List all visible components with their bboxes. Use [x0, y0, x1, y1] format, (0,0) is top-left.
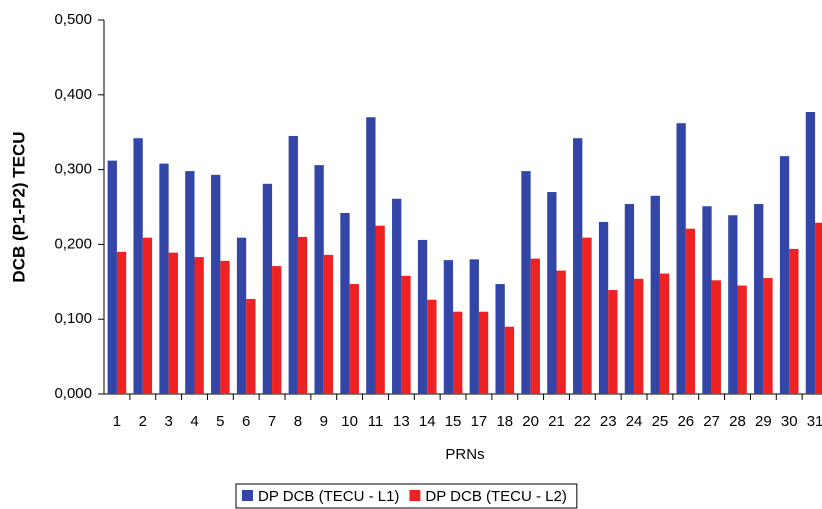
x-tick-label: 28	[729, 413, 746, 430]
bar	[340, 212, 350, 394]
bar	[107, 160, 117, 394]
bar	[142, 237, 153, 394]
bar	[711, 280, 721, 394]
bar	[763, 278, 773, 394]
x-tick-label: 1	[113, 413, 121, 430]
x-tick-label: 6	[242, 413, 250, 430]
bar	[159, 163, 169, 394]
bar	[702, 206, 712, 394]
bar	[573, 138, 583, 394]
x-tick-label: 8	[294, 413, 302, 430]
x-tick-label: 3	[164, 413, 172, 430]
bar	[547, 192, 557, 394]
x-tick-label: 11	[368, 413, 384, 430]
x-tick-label: 4	[190, 413, 198, 430]
x-tick-label: 7	[268, 413, 276, 430]
x-tick-label: 5	[216, 413, 224, 430]
x-axis-title: PRNs	[445, 446, 484, 463]
bar	[530, 258, 540, 394]
bar	[297, 236, 308, 394]
legend-box	[235, 483, 578, 509]
x-tick-label: 9	[320, 413, 328, 430]
legend-swatch	[242, 490, 253, 501]
bar	[185, 171, 195, 394]
legend-label: DP DCB (TECU - L2)	[425, 488, 566, 505]
bar	[323, 254, 334, 394]
bar	[650, 195, 660, 394]
legend-swatch	[409, 490, 421, 501]
bar	[236, 237, 247, 394]
x-tick-label: 17	[471, 413, 488, 430]
y-tick-label: 0,000	[54, 385, 92, 402]
bar	[288, 135, 298, 394]
x-tick-label: 25	[652, 413, 669, 430]
x-tick-label: 30	[781, 413, 798, 430]
x-tick-label: 2	[139, 413, 147, 430]
bar	[116, 251, 127, 394]
bar	[779, 156, 790, 394]
bar	[685, 228, 696, 394]
x-tick-label: 24	[626, 413, 643, 430]
bar	[392, 198, 402, 394]
bar	[556, 270, 566, 394]
x-tick-label: 29	[755, 413, 772, 430]
bar	[417, 239, 428, 394]
bar	[676, 123, 686, 394]
bar	[582, 237, 592, 394]
bar	[194, 257, 204, 394]
legend-label: DP DCB (TECU - L1)	[258, 488, 399, 505]
x-tick-label: 15	[445, 413, 462, 430]
x-tick-label: 26	[677, 413, 694, 430]
x-tick-label: 13	[393, 413, 410, 430]
bar	[495, 284, 505, 394]
x-tick-label: 18	[496, 413, 513, 430]
x-tick-label: 20	[522, 413, 539, 430]
bar	[634, 278, 644, 394]
y-axis-title: DCB (P1-P2) TECU	[9, 131, 28, 282]
bar	[453, 311, 463, 394]
bar	[728, 215, 738, 394]
x-tick-label: 22	[574, 413, 591, 430]
bar	[314, 165, 324, 394]
y-tick-label: 0,500	[54, 11, 92, 28]
bar	[805, 112, 816, 394]
x-tick-label: 14	[419, 413, 436, 430]
bar	[262, 183, 273, 394]
bar	[754, 204, 764, 394]
y-tick-label: 0,200	[54, 235, 92, 252]
bar	[815, 222, 822, 394]
x-tick-label: 23	[600, 413, 617, 430]
x-tick-label: 21	[548, 413, 565, 430]
bar	[246, 299, 256, 394]
bar	[737, 285, 747, 394]
bar	[469, 259, 479, 394]
y-tick-label: 0,400	[54, 86, 92, 103]
bar	[349, 284, 359, 394]
bar	[521, 171, 531, 394]
bar	[789, 248, 799, 394]
x-tick-label: 10	[341, 413, 358, 430]
bar	[366, 117, 376, 395]
y-tick-label: 0,100	[54, 310, 92, 327]
x-tick-label: 31	[807, 413, 822, 430]
bar	[427, 299, 437, 394]
bar	[659, 273, 670, 394]
bar	[375, 225, 385, 394]
bar	[220, 260, 230, 394]
bar	[401, 275, 411, 394]
x-tick-label: 27	[703, 413, 720, 430]
bar	[608, 290, 618, 394]
bar	[443, 260, 454, 394]
bar	[211, 174, 221, 394]
bar	[133, 138, 143, 394]
y-tick-label: 0,300	[54, 161, 92, 178]
bar	[168, 252, 178, 394]
bar	[624, 204, 635, 394]
bar	[504, 326, 515, 394]
bar	[598, 221, 609, 394]
bar	[272, 266, 282, 394]
bar	[478, 311, 489, 394]
